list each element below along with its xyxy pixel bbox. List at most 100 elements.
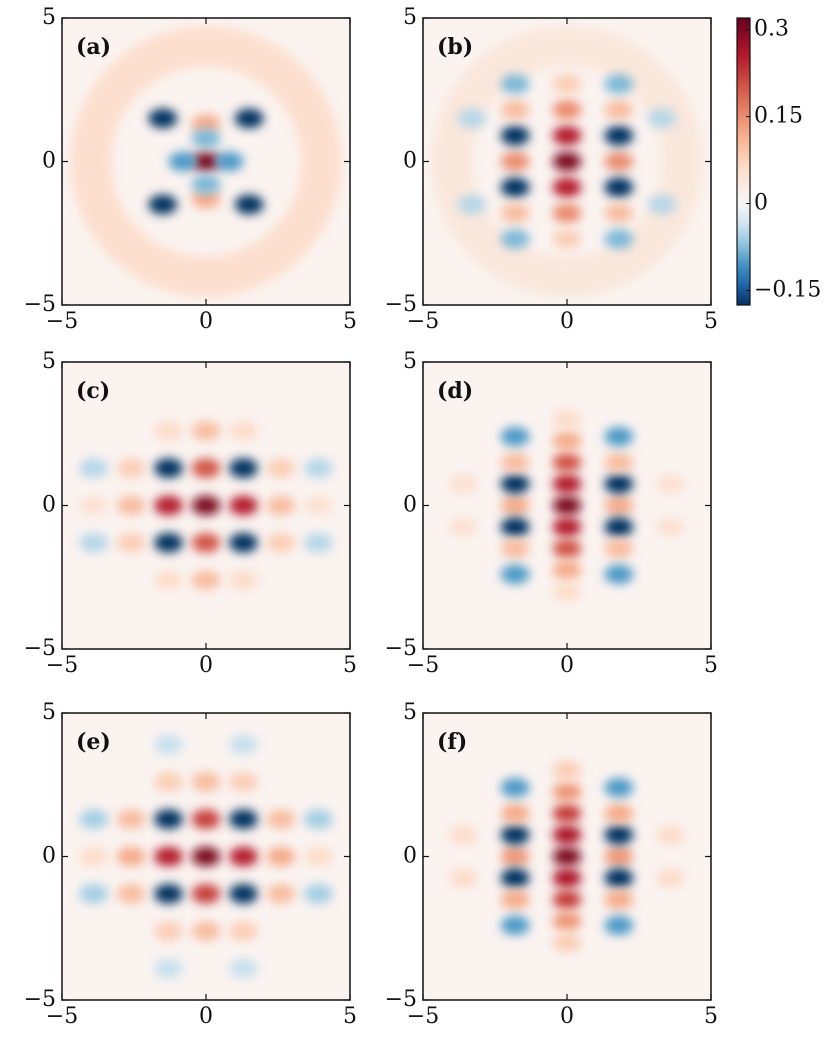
peak: [154, 921, 183, 941]
x-tick-label: 5: [704, 309, 718, 334]
y-tick-label: −5: [385, 987, 417, 1012]
peak: [154, 533, 183, 553]
peak: [552, 868, 582, 888]
peak: [234, 194, 264, 215]
peak: [552, 538, 582, 559]
peak: [500, 151, 530, 172]
heatmap: [62, 18, 350, 305]
peak: [656, 825, 686, 845]
peak: [154, 458, 183, 478]
peak: [266, 846, 296, 867]
peak: [79, 809, 109, 829]
y-tick-label: −5: [385, 636, 417, 661]
peak: [604, 564, 634, 585]
peak: [79, 846, 109, 867]
peak: [604, 74, 634, 94]
heatmap: [423, 18, 711, 305]
x-tick-label: 5: [704, 653, 718, 678]
y-tick-label: −5: [24, 636, 56, 661]
peak: [500, 100, 530, 120]
peak: [448, 474, 478, 494]
peak: [191, 570, 221, 590]
peak: [552, 846, 582, 867]
peak: [229, 495, 258, 516]
x-tick-label: −5: [46, 309, 78, 334]
peak: [552, 229, 582, 249]
peak: [552, 911, 582, 931]
peak: [500, 825, 530, 845]
peak: [79, 458, 109, 478]
peak: [457, 108, 487, 129]
peak: [604, 177, 634, 198]
peak: [191, 421, 221, 441]
peak: [552, 560, 582, 580]
peak: [191, 151, 221, 172]
peak: [148, 194, 178, 215]
peak: [552, 74, 582, 94]
peak: [552, 825, 582, 845]
peak: [266, 809, 296, 829]
colorbar-tick-label: 0: [754, 191, 768, 216]
panel-label: (d): [437, 378, 473, 404]
peak: [191, 495, 221, 516]
peak: [500, 495, 530, 516]
peak: [266, 458, 296, 478]
peak: [500, 203, 530, 223]
peak: [604, 452, 634, 473]
peak: [191, 174, 221, 195]
peak: [448, 825, 478, 845]
peak: [500, 452, 530, 473]
y-tick-label: 0: [42, 493, 56, 518]
peak: [303, 809, 333, 829]
peak: [604, 151, 634, 172]
peak: [154, 421, 183, 441]
peak: [229, 958, 258, 979]
y-tick-label: 0: [403, 493, 417, 518]
peak: [604, 100, 634, 120]
peak: [116, 495, 146, 516]
peak: [191, 809, 221, 829]
peak: [656, 868, 686, 888]
peak: [154, 809, 183, 829]
peak: [229, 421, 258, 441]
peak: [457, 194, 487, 215]
peak: [552, 431, 582, 451]
y-tick-label: −5: [385, 292, 417, 317]
peak: [148, 108, 178, 129]
peak: [552, 581, 582, 602]
peak: [229, 809, 258, 829]
peak: [604, 889, 634, 910]
peak: [303, 884, 333, 904]
peak: [79, 884, 109, 904]
x-tick-label: 0: [560, 653, 574, 678]
peak: [500, 538, 530, 559]
x-tick-label: 0: [199, 309, 213, 334]
peak: [191, 189, 221, 209]
x-tick-label: 5: [704, 1004, 718, 1029]
peak: [500, 229, 530, 249]
peak: [604, 777, 634, 798]
y-tick-label: 0: [42, 149, 56, 174]
colorbar: [736, 17, 751, 306]
peak: [229, 570, 258, 590]
peak: [303, 495, 333, 516]
x-tick-label: 0: [560, 309, 574, 334]
peak: [154, 958, 183, 979]
y-tick-label: 5: [42, 5, 56, 30]
peak: [647, 194, 677, 215]
peak: [500, 889, 530, 910]
peak: [500, 517, 530, 537]
peak: [303, 458, 333, 478]
peak: [552, 495, 582, 516]
y-tick-label: 5: [42, 700, 56, 725]
peak: [552, 932, 582, 953]
peak: [191, 884, 221, 904]
x-tick-label: −5: [407, 1004, 439, 1029]
peak: [552, 203, 582, 223]
peak: [191, 772, 221, 792]
peak: [303, 846, 333, 867]
peak: [191, 533, 221, 553]
peak: [552, 177, 582, 198]
peak: [604, 803, 634, 824]
peak: [552, 409, 582, 430]
